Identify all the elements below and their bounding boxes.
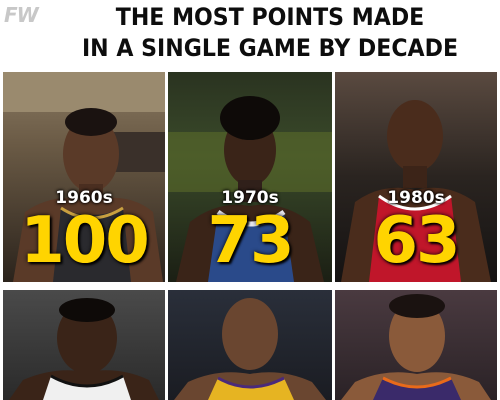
card-1970s: 1970s 73 xyxy=(168,72,332,282)
decade-label: 1970s xyxy=(221,188,279,208)
player-photo-2000s xyxy=(174,298,326,400)
title-line-1: THE MOST POINTS MADE xyxy=(115,3,425,31)
fw-logo: FW xyxy=(4,3,39,27)
player-photo-1980s xyxy=(341,100,491,282)
card-1960s: 1960s 100 xyxy=(3,72,165,282)
card-1990s xyxy=(3,290,165,400)
player-photo-2010s xyxy=(341,294,491,400)
card-1980s: 1980s 63 xyxy=(335,72,497,282)
card-2000s xyxy=(168,290,332,400)
title-line-2: IN A SINGLE GAME BY DECADE xyxy=(81,34,459,62)
points-value: 100 xyxy=(20,204,150,278)
photo-grid: 1960s 100 1970s 73 xyxy=(0,72,500,400)
player-photo-1970s xyxy=(168,96,332,282)
decade-label: 1980s xyxy=(387,188,445,208)
points-value: 63 xyxy=(373,204,460,278)
player-photo-1990s xyxy=(9,298,159,400)
card-2010s xyxy=(335,290,497,400)
points-value: 73 xyxy=(207,204,294,278)
player-photo-1960s xyxy=(3,72,165,282)
page-title: THE MOST POINTS MADE IN A SINGLE GAME BY… xyxy=(58,2,481,64)
decade-label: 1960s xyxy=(55,188,113,208)
